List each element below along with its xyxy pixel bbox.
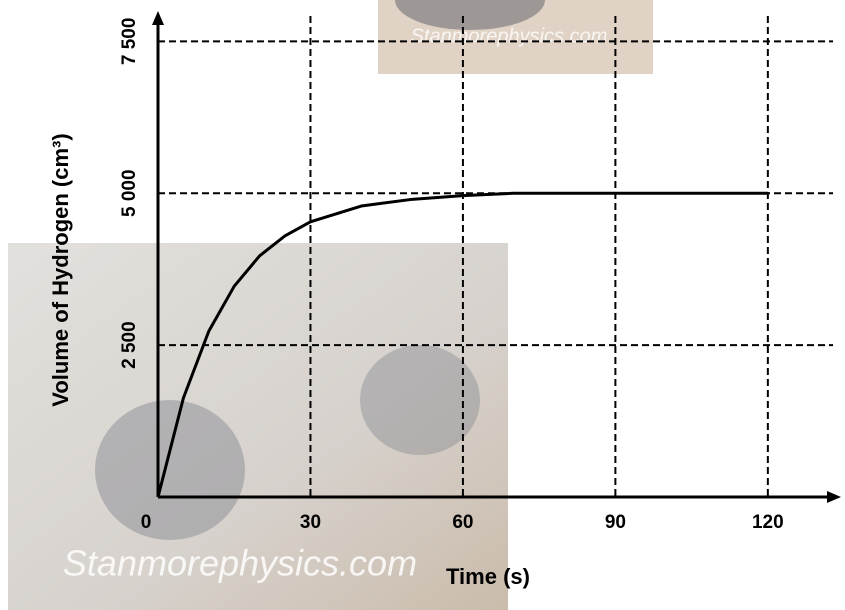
x-tick-label: 120 [752, 512, 784, 533]
y-axis-label: Volume of Hydrogen (cm³) [48, 133, 73, 406]
x-tick-label: 90 [605, 512, 626, 533]
pot [95, 400, 245, 540]
x-tick-label: 30 [300, 512, 321, 533]
y-axis-arrow [152, 11, 164, 25]
x-axis-arrow [827, 491, 841, 503]
y-tick-label: 2 500 [119, 321, 140, 369]
y-tick-label: 7 500 [119, 18, 140, 66]
watermark: Stanmorephysics.com [411, 25, 608, 47]
x-tick-label: 0 [141, 512, 152, 533]
x-axis-label: Time (s) [446, 564, 530, 589]
watermark: Stanmorephysics.com [63, 543, 417, 584]
x-tick-label: 60 [452, 512, 473, 533]
chart: Stanmorephysics.com Stanmorephysics.com … [0, 0, 845, 610]
y-tick-label: 5 000 [119, 169, 140, 217]
